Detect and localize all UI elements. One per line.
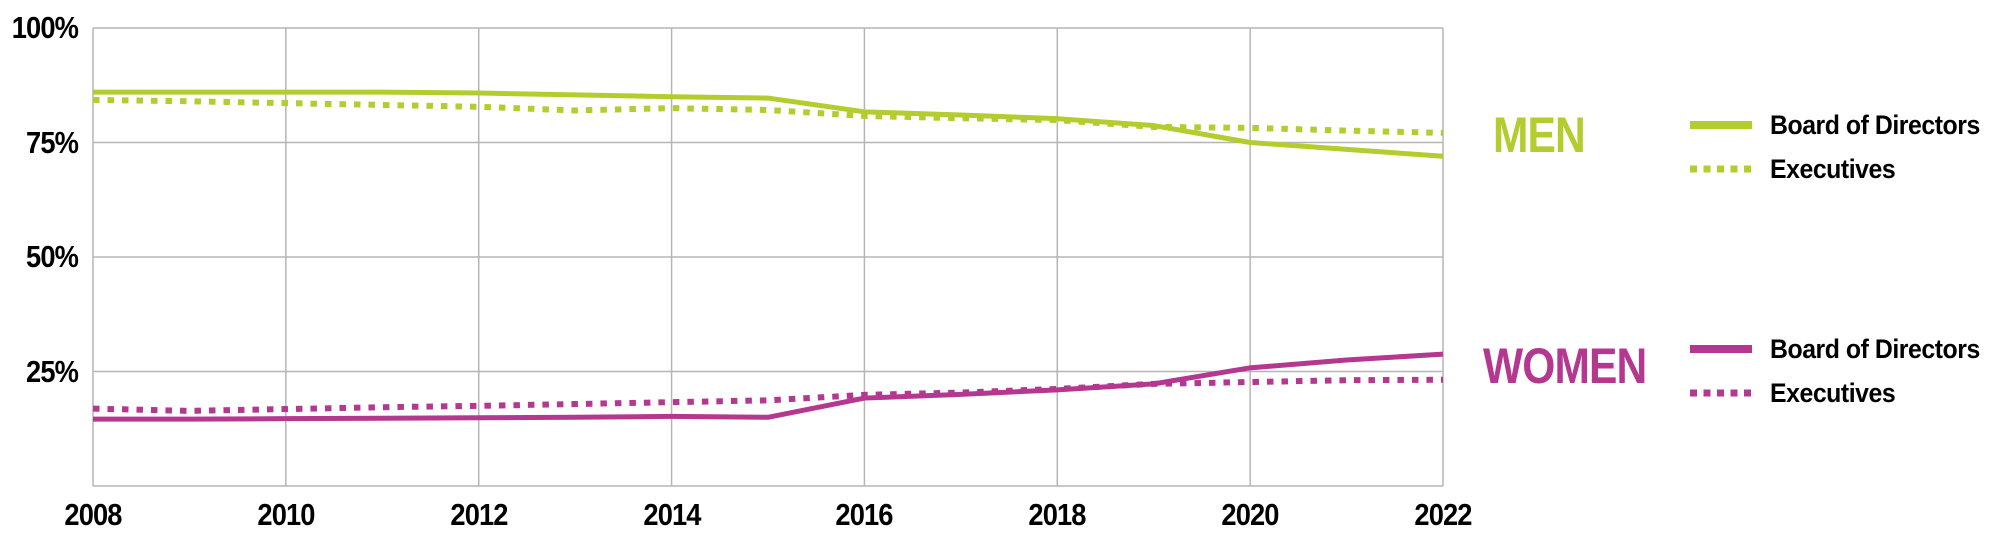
series-line-men-board [93, 89, 1444, 159]
women-legend: Board of Directors Executives [1690, 327, 1998, 415]
x-tick-2010: 2010 [257, 497, 315, 532]
men-solid-line-swatch-icon [1690, 121, 1752, 129]
women-dotted-line-swatch-icon [1690, 389, 1752, 397]
women-legend-label-board: Board of Directors [1770, 333, 1980, 364]
men-legend-row-board: Board of Directors [1690, 103, 1998, 147]
x-tick-2018: 2018 [1028, 497, 1087, 532]
y-tick-75: 75% [26, 124, 79, 160]
women-legend-label-executives: Executives [1770, 377, 1896, 408]
men-legend: Board of Directors Executives [1690, 103, 1998, 191]
x-tick-2014: 2014 [642, 497, 701, 532]
series-line-women-board [93, 351, 1444, 422]
men-group-label: MEN [1493, 107, 1586, 163]
series-line-men-executives [92, 96, 1444, 136]
men-legend-label-board: Board of Directors [1770, 109, 1980, 140]
x-tick-2016: 2016 [835, 497, 894, 532]
x-tick-2020: 2020 [1221, 497, 1280, 532]
women-solid-line-swatch-icon [1690, 345, 1752, 353]
women-legend-row-executives: Executives [1690, 371, 1998, 415]
men-dotted-line-swatch-icon [1690, 165, 1752, 173]
x-tick-2008: 2008 [64, 497, 122, 532]
x-tick-2012: 2012 [450, 497, 508, 532]
chart-lines-svg [92, 27, 1444, 487]
plot-area [92, 27, 1444, 487]
women-legend-row-board: Board of Directors [1690, 327, 1998, 371]
x-tick-2022: 2022 [1414, 497, 1472, 532]
men-legend-label-executives: Executives [1770, 153, 1896, 184]
men-legend-row-executives: Executives [1690, 147, 1998, 191]
women-group-label: WOMEN [1483, 338, 1647, 394]
y-tick-25: 25% [26, 353, 79, 389]
y-tick-50: 50% [26, 239, 79, 274]
series-line-women-executives [92, 376, 1444, 414]
y-tick-100: 100% [11, 10, 79, 45]
